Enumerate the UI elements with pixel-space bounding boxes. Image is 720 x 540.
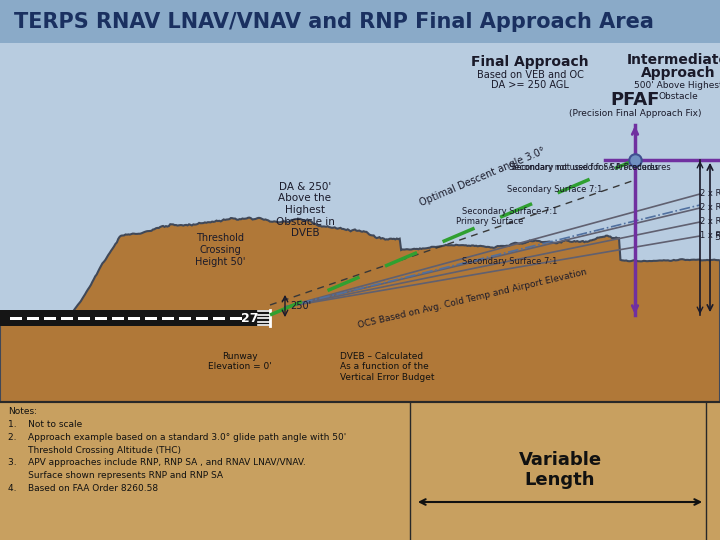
Text: Secondary Surface 7:1: Secondary Surface 7:1 <box>462 258 558 267</box>
Text: Threshold
Crossing
Height 50': Threshold Crossing Height 50' <box>195 233 246 267</box>
Bar <box>27 316 39 320</box>
Text: 500': 500' <box>714 233 720 242</box>
Text: Notes:
1.    Not to scale
2.    Approach example based on a standard 3.0° glide : Notes: 1. Not to scale 2. Approach examp… <box>8 407 346 493</box>
Text: 1 x RNP: 1 x RNP <box>700 232 720 240</box>
Text: DA >= 250 AGL: DA >= 250 AGL <box>491 80 569 90</box>
Text: Based on VEB and OC: Based on VEB and OC <box>477 70 583 80</box>
Text: Secondary Surface 7:1: Secondary Surface 7:1 <box>462 207 558 217</box>
Bar <box>145 316 158 320</box>
Text: Variable: Variable <box>518 451 602 469</box>
Text: OCS Based on Avg. Cold Temp and Airport Elevation: OCS Based on Avg. Cold Temp and Airport … <box>357 267 588 330</box>
Bar <box>60 316 73 320</box>
Text: Secondary not used for SA Procedures: Secondary not used for SA Procedures <box>512 164 658 172</box>
Bar <box>78 316 90 320</box>
Bar <box>162 316 174 320</box>
Text: Optimal Descent angle 3.0°: Optimal Descent angle 3.0° <box>418 145 546 207</box>
Text: 250': 250' <box>290 301 311 311</box>
Text: Primary Surface: Primary Surface <box>456 218 523 226</box>
Text: PFAF: PFAF <box>611 91 660 109</box>
Text: DVEB – Calculated
As a function of the
Vertical Error Budget: DVEB – Calculated As a function of the V… <box>340 352 434 382</box>
Bar <box>10 316 22 320</box>
Text: Length: Length <box>525 471 595 489</box>
Bar <box>0 402 720 540</box>
Bar <box>0 310 270 326</box>
Text: 2 x RNP: 2 x RNP <box>700 218 720 226</box>
Text: 500' Above Highest
Obstacle: 500' Above Highest Obstacle <box>634 82 720 100</box>
Bar <box>128 316 140 320</box>
Bar <box>213 316 225 320</box>
Polygon shape <box>0 218 720 402</box>
Bar <box>0 0 720 43</box>
Bar <box>112 316 124 320</box>
Bar <box>94 316 107 320</box>
Bar <box>179 316 192 320</box>
Bar <box>44 316 56 320</box>
Text: Secondary not used for SA Procedures: Secondary not used for SA Procedures <box>509 164 671 172</box>
Bar <box>230 316 242 320</box>
Text: Approach: Approach <box>641 66 715 80</box>
Text: Intermediate: Intermediate <box>627 53 720 67</box>
Text: 2 x RNP: 2 x RNP <box>700 204 720 213</box>
Text: 27: 27 <box>241 312 258 325</box>
Text: DA & 250'
Above the
Highest
Obstacle in
DVEB: DA & 250' Above the Highest Obstacle in … <box>276 182 334 238</box>
Text: Secondary Surface 7:1: Secondary Surface 7:1 <box>508 186 603 194</box>
Bar <box>0 43 720 402</box>
Text: TERPS RNAV LNAV/VNAV and RNP Final Approach Area: TERPS RNAV LNAV/VNAV and RNP Final Appro… <box>14 12 654 32</box>
Text: Final Approach: Final Approach <box>471 55 589 69</box>
Text: Runway
Elevation = 0': Runway Elevation = 0' <box>208 352 272 372</box>
Text: (Precision Final Approach Fix): (Precision Final Approach Fix) <box>569 109 701 118</box>
Bar <box>196 316 208 320</box>
Text: 2 x RNP: 2 x RNP <box>700 190 720 199</box>
